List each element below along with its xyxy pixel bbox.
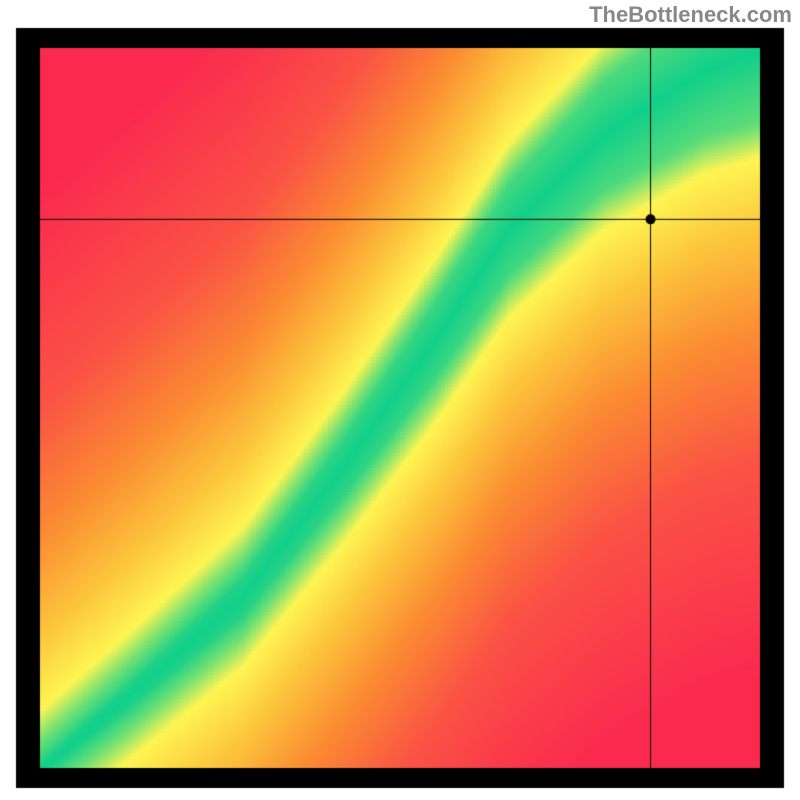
watermark-text: TheBottleneck.com (589, 2, 792, 28)
heatmap-canvas (0, 0, 800, 800)
chart-container: TheBottleneck.com (0, 0, 800, 800)
